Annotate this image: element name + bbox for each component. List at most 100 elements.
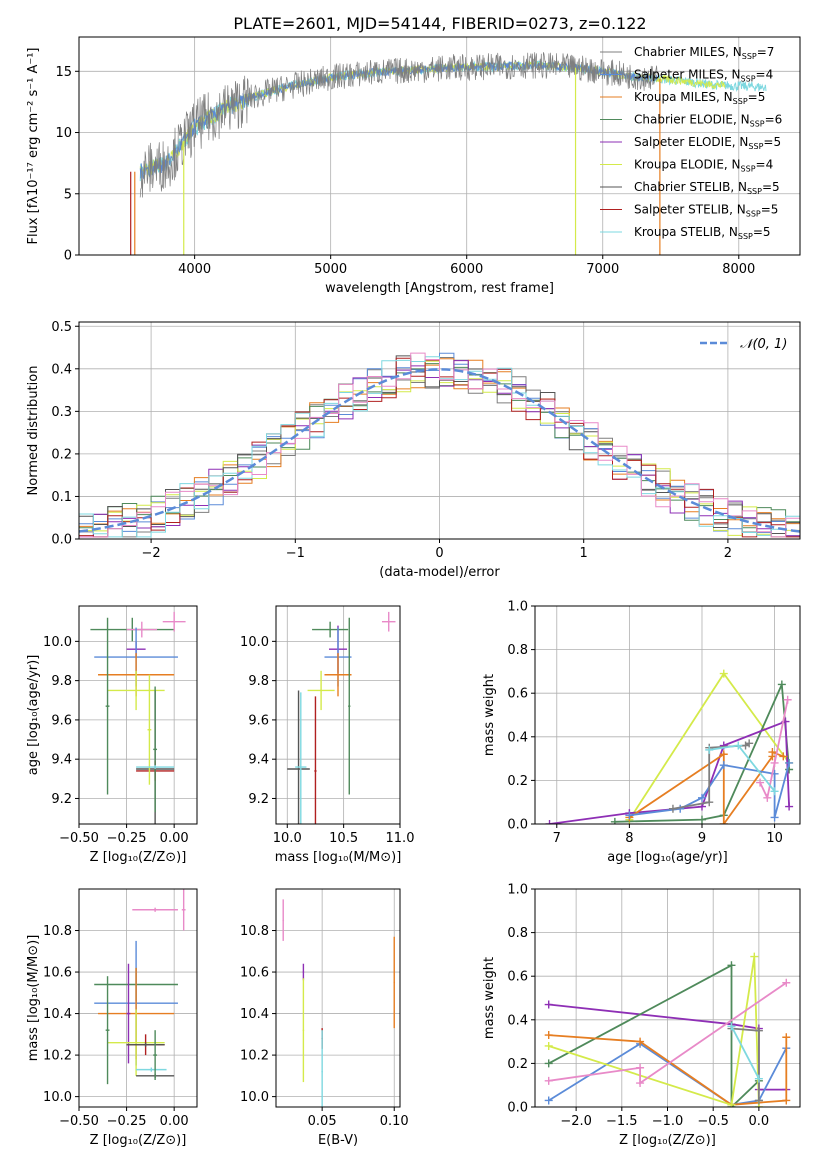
weight-marker — [719, 750, 728, 759]
weight-marker — [770, 758, 779, 767]
x-tick-label: 0.10 — [380, 1114, 409, 1129]
x-tick-label: 7000 — [586, 262, 619, 277]
axes-frame — [534, 888, 801, 1108]
weight-marker — [754, 1096, 763, 1105]
axes-mass-vs-EBV: 0.05 0.10 10.0 10.2 10.4 10.6 10.8 E(B-V) — [240, 888, 409, 1148]
data-point — [154, 748, 156, 751]
y-axis-label: mass [log₁₀(M/M⊙)] — [26, 935, 41, 1062]
x-tick-label: 8000 — [722, 262, 755, 277]
x-tick-label: −0.50 — [59, 831, 99, 846]
y-tick-label: 9.4 — [248, 753, 269, 768]
weight-series — [730, 1025, 760, 1080]
data-point — [154, 1054, 156, 1056]
axes-mass-vs-Z: −0.50 −0.25 0.00 10.0 10.2 10.4 10.6 10.8 Z [log… — [26, 888, 198, 1148]
weight-marker — [782, 1096, 791, 1105]
legend-entry: Chabrier STELIB, NSSP=5 — [634, 180, 780, 196]
y-tick-label: 9.6 — [51, 713, 72, 728]
y-tick-label: 0.2 — [507, 1057, 528, 1072]
weight-marker — [754, 1026, 763, 1035]
axes-frame — [78, 36, 801, 256]
plot-area — [545, 669, 794, 824]
y-tick-label: 10.2 — [240, 1049, 269, 1064]
y-tick-label: 0.4 — [51, 362, 72, 377]
data-point — [282, 919, 285, 921]
x-tick-label: −2 — [142, 546, 161, 561]
y-axis-label: Flux [fλ10⁻¹⁷ erg cm⁻² s⁻¹ A⁻¹] — [26, 48, 41, 245]
y-tick-label: 10.2 — [43, 1049, 72, 1064]
axes-frame — [78, 321, 801, 540]
spectrum-trace — [139, 52, 658, 198]
weight-series — [759, 699, 789, 801]
weight-marker — [636, 1063, 645, 1072]
x-tick-label: 4000 — [178, 262, 211, 277]
x-tick-label: −1.5 — [606, 1114, 638, 1129]
x-tick-label: −1.0 — [652, 1114, 684, 1129]
data-point — [329, 628, 331, 631]
y-tick-label: 15 — [55, 65, 72, 80]
x-tick-label: 0.0 — [749, 1114, 770, 1129]
plot-area — [90, 611, 186, 824]
y-tick-label: 10.4 — [43, 1007, 72, 1022]
weight-marker — [745, 739, 754, 748]
data-point — [182, 908, 185, 911]
data-point — [173, 620, 175, 623]
weight-marker — [770, 787, 779, 796]
y-tick-label: 10.0 — [240, 1090, 269, 1105]
legend: Chabrier MILES, NSSP=7 Salpeter MILES, NS… — [600, 45, 782, 241]
y-tick-label: 10.4 — [240, 1007, 269, 1022]
y-axis-label: mass weight — [482, 957, 497, 1039]
x-axis-label: E(B-V) — [318, 1133, 358, 1148]
weight-marker — [697, 793, 706, 802]
axes-residuals: −2 −1 0 1 2 0.0 0.1 0.2 0.3 0.4 0.5 (data-model)/er… — [26, 320, 801, 580]
weight-marker — [697, 815, 706, 824]
x-axis-label: Z [log₁₀(Z/Z⊙)] — [90, 850, 187, 865]
y-tick-label: 0.3 — [51, 405, 72, 420]
y-tick-label: 0.0 — [507, 818, 528, 833]
x-tick-label: 5000 — [314, 262, 347, 277]
weight-marker — [544, 1096, 553, 1105]
x-axis-label: Z [log₁₀(Z/Z⊙)] — [90, 1133, 187, 1148]
axes-frame — [275, 888, 401, 1108]
weight-series — [628, 750, 784, 824]
weight-marker — [636, 1079, 645, 1088]
x-tick-label: 8 — [625, 831, 633, 846]
data-point — [348, 705, 351, 707]
weight-marker — [756, 778, 765, 787]
weight-marker — [545, 820, 554, 824]
residual-histogram — [79, 355, 800, 534]
y-tick-label: 0.2 — [51, 447, 72, 462]
data-point — [302, 1029, 305, 1031]
y-tick-label: 10.6 — [43, 966, 72, 981]
grid — [78, 606, 197, 824]
data-point — [148, 728, 151, 731]
y-tick-label: 10.0 — [240, 635, 269, 650]
legend-entry: Salpeter MILES, NSSP=4 — [634, 68, 773, 84]
plot-area — [544, 952, 791, 1107]
x-tick-label: 1 — [580, 546, 588, 561]
weight-marker — [610, 817, 619, 824]
data-point — [135, 689, 137, 692]
y-tick-label: 9.4 — [51, 753, 72, 768]
axes-frame — [534, 605, 801, 825]
weight-marker — [782, 978, 791, 987]
weight-series — [548, 963, 760, 1107]
weight-series — [548, 981, 787, 1085]
x-tick-label: 2 — [724, 546, 732, 561]
data-point — [144, 1043, 147, 1046]
weight-series — [548, 956, 760, 1107]
y-axis-label: mass weight — [482, 674, 497, 756]
y-tick-label: 10.8 — [43, 924, 72, 939]
data-point — [337, 673, 339, 676]
legend-entry: Chabrier MILES, NSSP=7 — [634, 45, 774, 61]
x-axis-label: mass [log₁₀(M/M⊙)] — [275, 850, 402, 865]
axes-frame — [275, 605, 401, 825]
y-tick-label: 0.8 — [507, 926, 528, 941]
y-tick-label: 0.4 — [507, 730, 528, 745]
y-tick-label: 9.8 — [248, 674, 269, 689]
data-point — [300, 766, 302, 768]
weight-marker — [779, 752, 788, 761]
plot-area — [79, 352, 800, 538]
x-axis-label: (data-model)/error — [379, 565, 500, 580]
axes-spectrum: 4000 5000 6000 7000 8000 0 5 10 15 wavelength [An… — [26, 36, 801, 296]
x-tick-label: 9 — [698, 831, 706, 846]
